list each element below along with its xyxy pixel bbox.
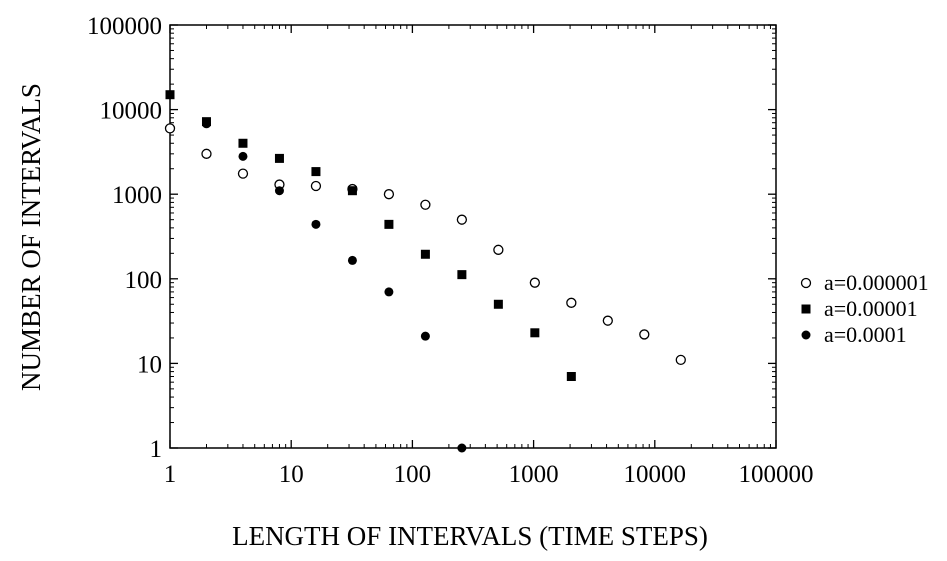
data-point (201, 119, 211, 129)
data-point (311, 219, 321, 229)
data-point (347, 255, 357, 265)
data-point (384, 219, 394, 229)
data-point (384, 287, 394, 297)
legend-marker (801, 330, 811, 340)
data-point (420, 199, 431, 210)
data-point (529, 277, 540, 288)
data-point (639, 329, 650, 340)
data-point (274, 153, 284, 163)
data-point (238, 138, 248, 148)
data-point (347, 186, 357, 196)
x-tick-label: 1 (164, 461, 177, 488)
series-1 (165, 90, 576, 382)
data-points (164, 90, 686, 453)
data-point (237, 168, 249, 179)
y-tick-label: 100000 (87, 13, 162, 40)
data-point (457, 443, 467, 453)
x-tick-label: 10000 (624, 461, 687, 488)
y-tick-label: 100 (125, 267, 163, 294)
data-point (165, 90, 175, 100)
plot-frame (169, 24, 777, 449)
data-point (420, 249, 430, 259)
legend-label: a=0.00001 (824, 296, 918, 321)
data-point (566, 372, 576, 382)
legend-label: a=0.000001 (824, 270, 929, 295)
y-axis-title: NUMBER OF INTERVALS (16, 83, 46, 391)
data-point (164, 123, 176, 134)
x-axis-ticks: 1 10 100 1000 10000 100000 (164, 25, 814, 488)
data-point (530, 328, 540, 338)
data-point (602, 315, 613, 326)
y-tick-label: 10000 (100, 98, 163, 125)
data-point (420, 331, 430, 341)
legend-label: a=0.0001 (824, 322, 907, 347)
x-tick-label: 10 (279, 461, 304, 488)
data-point (274, 186, 284, 196)
data-point (566, 297, 577, 308)
legend-marker (801, 304, 811, 314)
data-point (383, 189, 395, 200)
series-2 (201, 119, 467, 453)
y-tick-label: 10 (137, 351, 162, 378)
data-point (201, 148, 212, 159)
data-point (238, 151, 248, 161)
y-tick-label: 1000 (112, 182, 162, 209)
series-0 (164, 123, 686, 366)
x-axis-title: LENGTH OF INTERVALS (TIME STEPS) (232, 521, 708, 551)
y-tick-label: 1 (150, 436, 163, 463)
legend-marker (800, 277, 812, 289)
data-point (493, 299, 503, 309)
data-point (310, 180, 322, 192)
data-point (457, 270, 467, 280)
x-tick-label: 1000 (509, 461, 559, 488)
y-axis-ticks: 1 10 100 1000 10000 100000 (87, 13, 776, 463)
x-tick-label: 100 (394, 461, 432, 488)
data-point (675, 354, 686, 366)
x-tick-label: 100000 (739, 461, 814, 488)
data-point (493, 244, 504, 255)
data-point (456, 214, 468, 225)
data-point (311, 167, 321, 177)
